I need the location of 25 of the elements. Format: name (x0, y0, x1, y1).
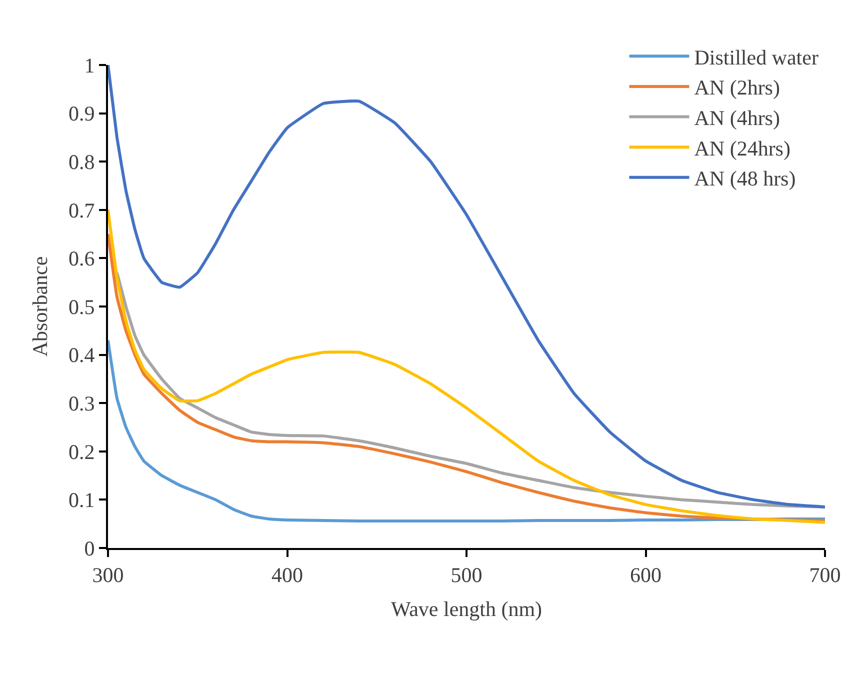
x-axis-title: Wave length (nm) (390, 596, 542, 621)
x-tick-label: 300 (92, 563, 124, 588)
y-tick-label: 0.5 (68, 294, 95, 319)
x-tick-label: 600 (630, 563, 662, 588)
x-tick-label: 500 (450, 563, 482, 588)
y-tick-label: 0.9 (68, 102, 95, 126)
x-tick-label: 700 (809, 563, 841, 588)
legend-label: Distilled water (694, 45, 818, 70)
y-tick-label: 0.3 (68, 391, 95, 416)
line-series (115, 271, 825, 508)
legend-label: AN (2hrs) (694, 76, 780, 100)
y-tick-label: 0 (84, 536, 95, 560)
y-tick-label: 1 (84, 53, 95, 78)
y-axis-title: Absorbance (28, 256, 52, 357)
y-tick-label: 0.1 (68, 488, 95, 512)
y-tick-label: 0.8 (68, 150, 95, 174)
x-tick-label: 400 (272, 563, 303, 588)
y-tick-label: 0.2 (68, 440, 95, 464)
line-series (108, 65, 825, 508)
legend-label: AN (4hrs) (694, 106, 780, 130)
legend-label: AN (24hrs) (694, 136, 790, 160)
y-tick-label: 0.6 (68, 246, 95, 271)
y-tick-label: 0.7 (68, 198, 95, 222)
legend-label: AN (48 hrs) (694, 166, 796, 191)
y-tick-label: 0.4 (68, 343, 96, 368)
